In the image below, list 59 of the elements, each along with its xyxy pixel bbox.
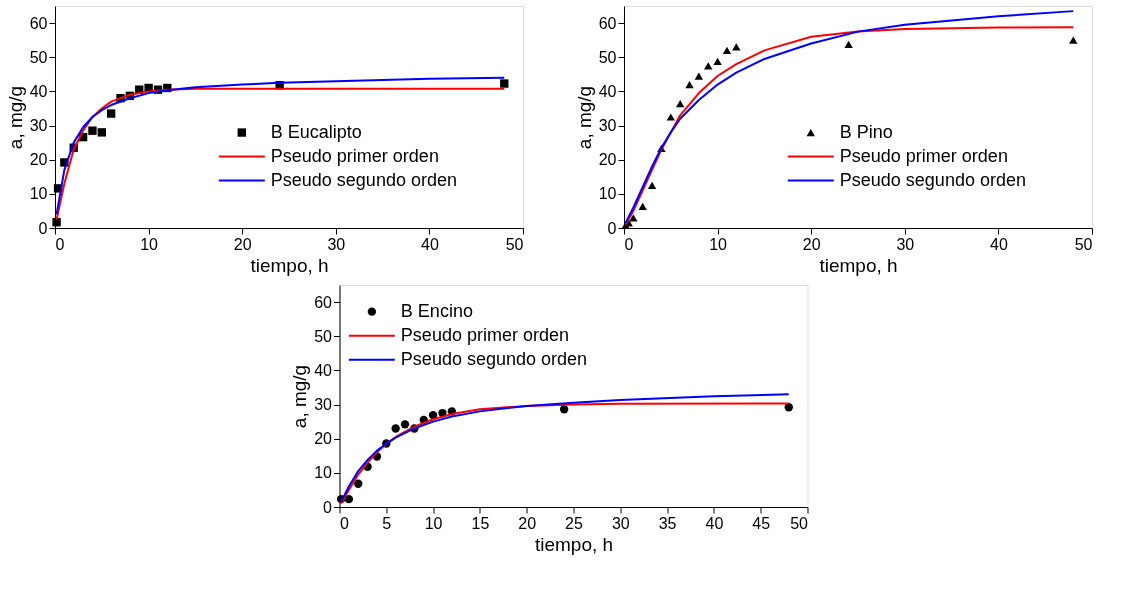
x-axis-title: tiempo, h [534, 533, 614, 555]
x-axis-title: tiempo, h [819, 254, 898, 276]
y-tick-label: 0 [38, 219, 48, 237]
x-tick-label: 10 [424, 514, 443, 532]
y-tick-label: 20 [29, 151, 48, 169]
y-tick-label: 50 [598, 48, 617, 66]
x-tick-label: 25 [565, 514, 583, 532]
x-tick-label: 30 [611, 514, 630, 532]
y-tick-label: 0 [323, 498, 333, 516]
y-axis-title: a, mg/g [573, 85, 595, 150]
x-tick-label: 35 [658, 514, 677, 532]
legend-label: Pseudo segundo orden [400, 348, 588, 369]
x-tick-label: 15 [471, 514, 490, 532]
x-tick-label: 30 [327, 235, 346, 253]
y-tick-label: 50 [29, 48, 48, 66]
x-tick-label: 0 [624, 235, 634, 253]
y-tick-label: 10 [314, 464, 333, 482]
x-tick-label: 0 [55, 235, 65, 253]
x-tick-label: 10 [140, 235, 159, 253]
y-tick-label: 40 [29, 82, 48, 100]
y-tick-label: 10 [598, 185, 617, 203]
x-tick-label: 40 [990, 235, 1008, 253]
y-tick-label: 20 [314, 430, 333, 448]
x-tick-label: 20 [802, 235, 821, 253]
legend-label: Pseudo segundo orden [270, 169, 457, 190]
legend-label: Pseudo primer orden [270, 145, 439, 166]
y-tick-label: 40 [598, 82, 617, 100]
y-tick-label: 20 [598, 151, 617, 169]
x-axis-title: tiempo, h [250, 254, 329, 276]
x-tick-label: 5 [382, 514, 392, 532]
legend-label: B Encino [400, 300, 473, 321]
x-tick-label: 20 [233, 235, 252, 253]
y-axis-title: a, mg/g [4, 85, 26, 150]
y-tick-label: 60 [598, 14, 617, 32]
legend-label: Pseudo segundo orden [839, 169, 1026, 190]
x-tick-label: 40 [421, 235, 439, 253]
y-axis-title: a, mg/g [289, 364, 311, 429]
x-tick-label: 45 [752, 514, 771, 532]
y-tick-label: 60 [29, 14, 48, 32]
legend-label: Pseudo primer orden [839, 145, 1008, 166]
y-tick-label: 30 [314, 396, 333, 414]
x-tick-label: 0 [340, 514, 349, 532]
y-tick-label: 60 [314, 293, 333, 311]
x-tick-label: 20 [518, 514, 537, 532]
legend-label: B Pino [839, 121, 893, 142]
y-tick-label: 50 [314, 327, 333, 345]
y-tick-label: 40 [314, 361, 333, 379]
legend-label: Pseudo primer orden [400, 324, 569, 345]
legend-label: B Eucalipto [270, 121, 362, 142]
y-tick-label: 10 [29, 185, 48, 203]
y-tick-label: 30 [29, 117, 48, 135]
y-tick-label: 0 [607, 219, 617, 237]
x-tick-label: 10 [709, 235, 728, 253]
x-tick-label: 50 [790, 514, 809, 532]
y-tick-label: 30 [598, 117, 617, 135]
x-tick-label: 30 [896, 235, 915, 253]
x-tick-label: 50 [1074, 235, 1093, 253]
x-tick-label: 40 [705, 514, 724, 532]
x-tick-label: 50 [505, 235, 524, 253]
